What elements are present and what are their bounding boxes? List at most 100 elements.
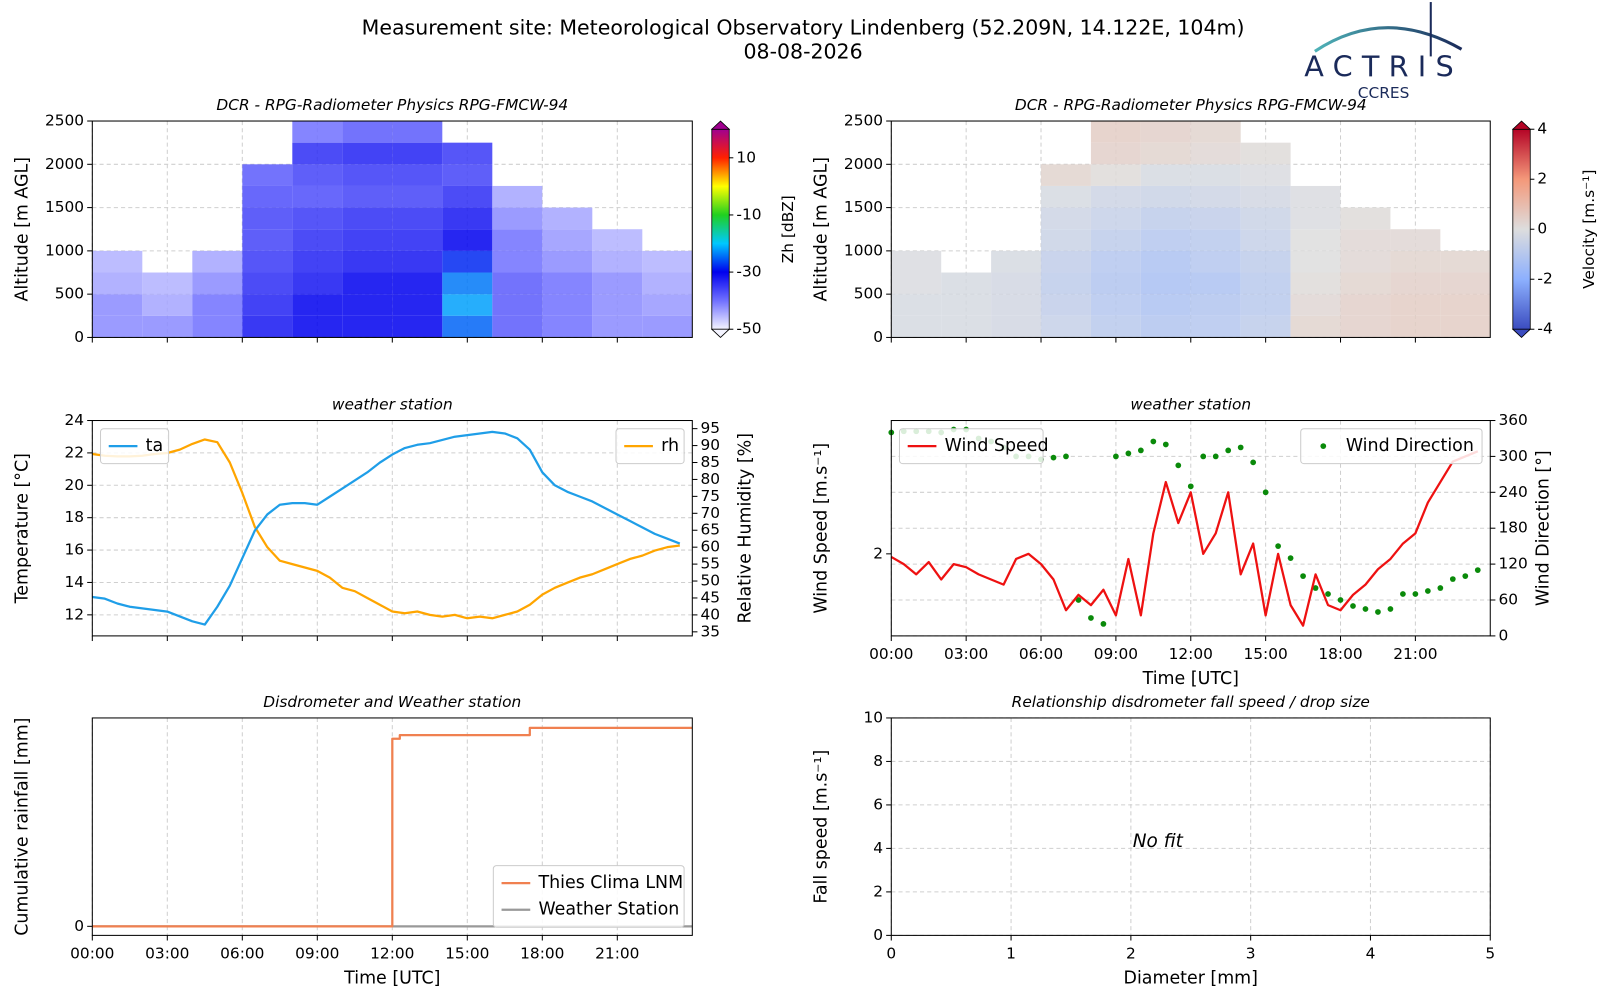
x-tick-label: 1 — [1006, 944, 1016, 962]
y-tick-label: 4 — [873, 839, 883, 857]
heatmap-cell — [1140, 142, 1191, 165]
heatmap-cell — [542, 207, 593, 230]
heatmap-cell — [342, 250, 393, 273]
legend-box — [1300, 428, 1483, 465]
heatmap-cell — [592, 294, 643, 316]
heatmap-cell — [342, 121, 393, 143]
heatmap-cell — [1290, 207, 1341, 230]
heatmap-cell — [1090, 142, 1141, 165]
heatmap-cell — [342, 294, 393, 316]
chart-title: DCR - RPG-Radiometer Physics RPG-FMCW-94 — [1015, 96, 1367, 114]
colorbar-tick-label: 4 — [1537, 120, 1547, 138]
heatmap-cell — [642, 250, 693, 273]
heatmap-cell — [1340, 250, 1391, 273]
heatmap-cell — [1190, 229, 1241, 251]
colorbar-tick-label: -10 — [736, 205, 761, 223]
chart-title: weather station — [332, 396, 453, 414]
heatmap-cell — [442, 229, 493, 251]
heatmap-cell — [1041, 229, 1091, 251]
heatmap-cell — [542, 272, 593, 295]
heatmap-cell — [1041, 164, 1091, 186]
y-tick-label: 2000 — [45, 155, 84, 173]
heatmap-cell — [342, 185, 393, 208]
legend-label: Weather Station — [538, 900, 679, 920]
y-axis-label: Cumulative rainfall [mm] — [13, 718, 33, 936]
chart-title: weather station — [1130, 396, 1251, 414]
heatmap-cell — [1190, 315, 1241, 338]
heatmap-cell — [891, 294, 942, 316]
y-tick-label: 8 — [873, 752, 883, 770]
y2-tick-label: 45 — [701, 588, 721, 606]
data-point — [1225, 447, 1232, 454]
y-tick-label: 2 — [873, 544, 883, 562]
heatmap-cell — [1090, 164, 1141, 186]
heatmap-cell — [492, 272, 543, 295]
x-tick-label: 5 — [1485, 944, 1495, 962]
heatmap-cell — [442, 250, 493, 273]
y-tick-label: 12 — [65, 605, 85, 623]
legend-box — [898, 428, 1044, 465]
data-point — [1050, 454, 1057, 461]
page-date: 08-08-2026 — [744, 39, 863, 63]
heatmap-cell — [192, 294, 243, 316]
heatmap-cell — [1090, 294, 1141, 316]
heatmap-cell — [292, 164, 343, 186]
heatmap-cell — [1340, 272, 1391, 295]
legend-marker — [1320, 443, 1327, 450]
heatmap-cell — [92, 315, 143, 338]
heatmap-cell — [1140, 207, 1191, 230]
heatmap-cell — [1240, 185, 1291, 208]
chart-title: DCR - RPG-Radiometer Physics RPG-FMCW-94 — [216, 96, 568, 114]
x-tick-label: 09:00 — [295, 944, 339, 962]
heatmap-cell — [342, 315, 393, 338]
plot-frame — [91, 717, 693, 936]
y2-tick-label: 50 — [701, 572, 721, 590]
y2-tick-label: 95 — [701, 419, 721, 437]
y2-tick-label: 300 — [1498, 447, 1527, 465]
data-point — [1424, 588, 1431, 594]
y-axis-label: Fall speed [m.s⁻¹] — [812, 750, 832, 904]
colorbar-label: Velocity [m.s⁻¹] — [1580, 170, 1598, 289]
heatmap-cell — [542, 294, 593, 316]
heatmap-cell — [342, 207, 393, 230]
heatmap-cell — [492, 250, 543, 273]
y2-tick-label: 180 — [1498, 519, 1527, 537]
data-point — [1137, 447, 1144, 454]
y-tick-label: 2500 — [844, 112, 883, 130]
y-tick-label: 500 — [854, 285, 883, 303]
heatmap-cell — [1390, 294, 1441, 316]
heatmap-cell — [941, 272, 992, 295]
heatmap-cell — [1140, 315, 1191, 338]
heatmap-cell — [1290, 272, 1341, 295]
data-line — [890, 450, 1479, 627]
heatmap-cell — [392, 250, 443, 273]
y-tick-label: 0 — [873, 926, 883, 944]
heatmap-cell — [442, 164, 493, 186]
heatmap-cell — [492, 185, 543, 208]
colorbar-label: Zh [dBZ] — [779, 195, 797, 263]
colorbar-extend-bottom — [710, 328, 731, 338]
heatmap-cell — [392, 185, 443, 208]
x-tick-label: 12:00 — [370, 944, 414, 962]
y-tick-label: 1000 — [844, 241, 883, 259]
heatmap-cell — [1240, 294, 1291, 316]
x-tick-label: 18:00 — [520, 944, 564, 962]
y2-tick-label: 80 — [701, 470, 721, 488]
colorbar-tick-label: -50 — [736, 320, 761, 338]
heatmap-cell — [991, 272, 1042, 295]
y-axis-label: Temperature [°C] — [13, 453, 33, 604]
x-tick-label: 2 — [1126, 944, 1136, 962]
heatmap-cell — [1390, 250, 1441, 273]
heatmap-cell — [392, 315, 443, 338]
heatmap-cell — [292, 229, 343, 251]
x-tick-label: 09:00 — [1094, 645, 1138, 663]
heatmap-cell — [442, 142, 493, 165]
legend-label: Thies Clima LNM — [537, 873, 683, 893]
data-point — [1325, 591, 1331, 597]
y-axis-label: Altitude [m AGL] — [13, 157, 33, 302]
heatmap-cell — [592, 229, 643, 251]
y-tick-label: 0 — [873, 328, 883, 346]
heatmap-cell — [1041, 250, 1091, 273]
heatmap-cell — [1290, 315, 1341, 338]
